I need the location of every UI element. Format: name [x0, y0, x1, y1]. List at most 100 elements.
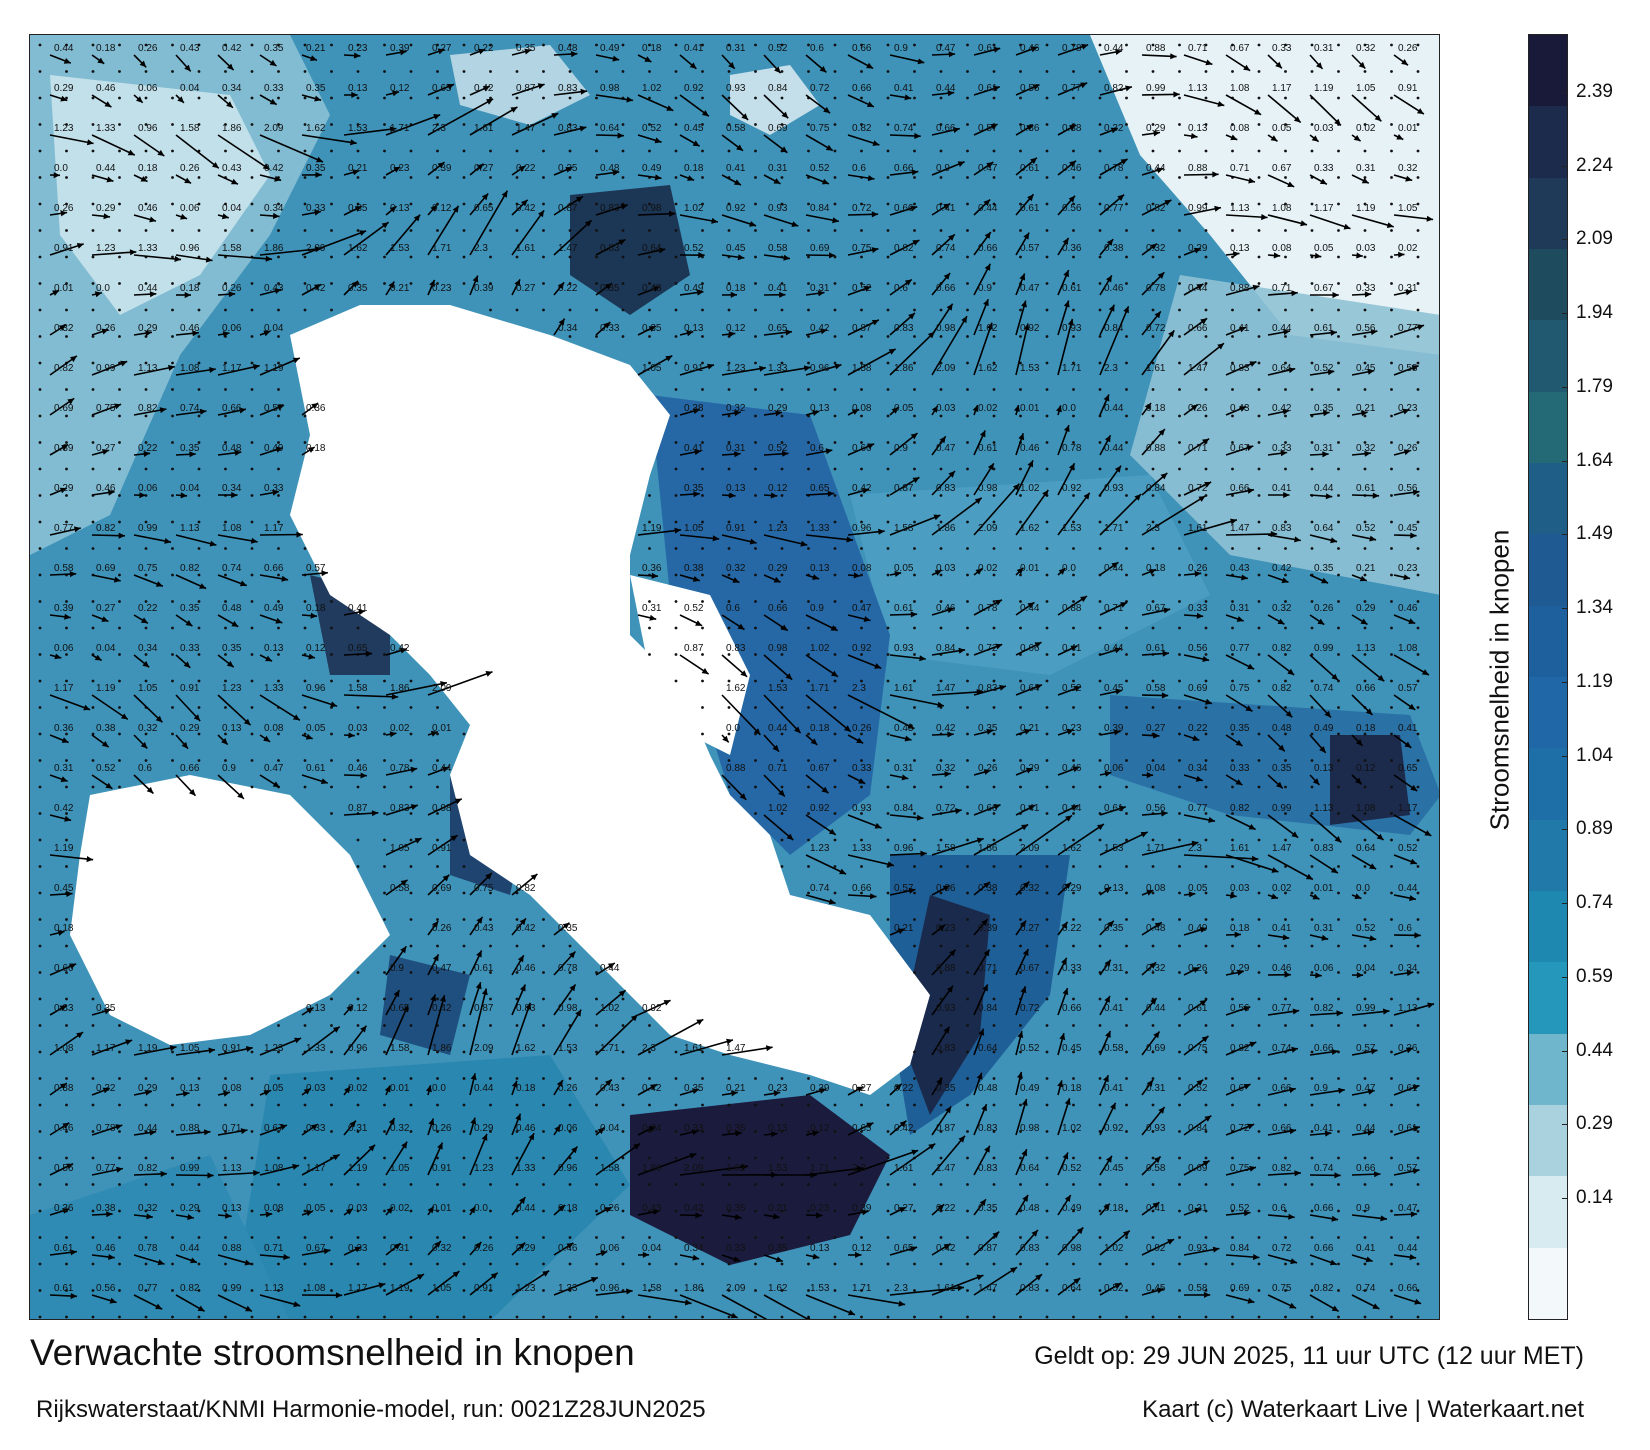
- colorbar-tick-mark: [1562, 386, 1568, 388]
- grid-dot: [860, 838, 863, 842]
- grid-dot: [1284, 414, 1287, 418]
- grid-dot: [939, 1209, 943, 1213]
- current-value-label: 1.17: [96, 1043, 116, 1054]
- grid-dot: [939, 1236, 943, 1239]
- grid-dot: [38, 1156, 42, 1160]
- current-value-label: 0.33: [726, 1243, 746, 1254]
- grid-dot: [1151, 229, 1155, 232]
- grid-dot: [621, 1077, 625, 1080]
- current-value-label: 0.52: [642, 123, 662, 134]
- grid-dot: [91, 600, 95, 603]
- current-value-label: 0.21: [306, 43, 326, 54]
- grid-dot: [595, 1315, 598, 1319]
- grid-dot: [1178, 467, 1181, 471]
- current-value-label: 0.82: [894, 243, 914, 254]
- grid-dot: [780, 1156, 784, 1160]
- colorbar-tick-label: 2.39: [1576, 81, 1613, 102]
- grid-dot: [409, 1103, 413, 1107]
- current-value-label: 0.92: [684, 83, 704, 94]
- grid-dot: [1125, 653, 1128, 656]
- current-value-label: 1.47: [1272, 843, 1292, 854]
- grid-dot: [1390, 997, 1393, 1001]
- current-arrow-head: [399, 49, 407, 56]
- current-value-label: 0.9: [978, 283, 992, 294]
- current-arrow-head: [1170, 53, 1177, 60]
- grid-dot: [250, 149, 254, 153]
- current-value-label: 2.09: [978, 523, 998, 534]
- current-value-label: 0.88: [180, 1123, 200, 1134]
- current-value-label: 0.82: [1272, 1163, 1292, 1174]
- grid-dot: [118, 282, 121, 285]
- current-arrow-head: [990, 124, 998, 130]
- grid-dot: [701, 441, 704, 444]
- grid-dot: [38, 759, 42, 762]
- current-value-label: 0.31: [726, 443, 746, 454]
- grid-dot: [1019, 202, 1022, 206]
- grid-dot: [224, 1156, 227, 1160]
- current-arrow-shaft: [175, 134, 220, 169]
- grid-dot: [966, 971, 969, 974]
- grid-dot: [1231, 1024, 1234, 1027]
- current-value-label: 0.21: [348, 163, 368, 174]
- grid-dot: [1310, 626, 1314, 630]
- grid-dot: [966, 547, 969, 550]
- current-arrow-head: [274, 175, 282, 182]
- grid-dot: [1231, 547, 1234, 550]
- grid-dot: [913, 282, 916, 285]
- current-value-label: 0.42: [474, 83, 494, 94]
- grid-dot: [1337, 229, 1340, 232]
- grid-dot: [860, 732, 863, 736]
- grid-dot: [383, 176, 386, 179]
- current-value-label: 0.67: [264, 1123, 284, 1134]
- grid-dot: [754, 1077, 757, 1080]
- grid-dot: [409, 1050, 413, 1054]
- grid-dot: [1363, 282, 1367, 285]
- grid-dot: [1151, 918, 1155, 921]
- current-value-label: 0.71: [978, 963, 998, 974]
- current-value-label: 0.61: [978, 43, 998, 54]
- current-arrow-head: [1232, 251, 1240, 258]
- grid-dot: [913, 123, 916, 126]
- grid-dot: [621, 176, 625, 179]
- grid-dot: [330, 1262, 333, 1266]
- grid-dot: [1416, 176, 1420, 179]
- grid-dot: [1072, 176, 1075, 179]
- grid-dot: [1178, 361, 1181, 365]
- grid-dot: [727, 1236, 731, 1239]
- grid-dot: [436, 1289, 439, 1292]
- current-value-label: 0.05: [264, 1083, 284, 1094]
- grid-dot: [1363, 918, 1367, 921]
- grid-dot: [860, 1315, 863, 1319]
- current-arrow-head: [779, 291, 786, 298]
- grid-dot: [1151, 70, 1155, 73]
- grid-dot: [1072, 891, 1075, 895]
- current-value-label: 0.47: [852, 603, 872, 614]
- grid-dot: [197, 308, 201, 312]
- current-value-label: 2.3: [1104, 363, 1118, 374]
- grid-dot: [277, 441, 280, 444]
- grid-dot: [542, 229, 545, 232]
- current-value-label: 1.13: [1314, 803, 1334, 814]
- current-value-label: 0.61: [1356, 483, 1376, 494]
- current-arrow-head: [1214, 205, 1221, 212]
- grid-dot: [330, 176, 333, 179]
- current-value-label: 1.05: [390, 1163, 410, 1174]
- grid-dot: [38, 732, 42, 736]
- current-value-label: 1.08: [222, 523, 242, 534]
- grid-dot: [197, 547, 201, 550]
- grid-dot: [1072, 732, 1075, 736]
- grid-dot: [1098, 361, 1102, 365]
- grid-dot: [807, 653, 810, 656]
- grid-dot: [701, 70, 704, 73]
- grid-dot: [727, 520, 731, 524]
- grid-dot: [277, 520, 280, 524]
- current-value-label: 0.33: [306, 203, 326, 214]
- current-value-label: 0.44: [1356, 1123, 1376, 1134]
- current-value-label: 0.48: [558, 43, 578, 54]
- grid-dot: [1019, 918, 1022, 921]
- colorbar-segment: [1529, 962, 1567, 1034]
- current-value-label: 1.62: [1062, 843, 1082, 854]
- grid-dot: [1151, 547, 1155, 550]
- current-value-label: 0.52: [810, 163, 830, 174]
- current-arrow-head: [1316, 62, 1323, 69]
